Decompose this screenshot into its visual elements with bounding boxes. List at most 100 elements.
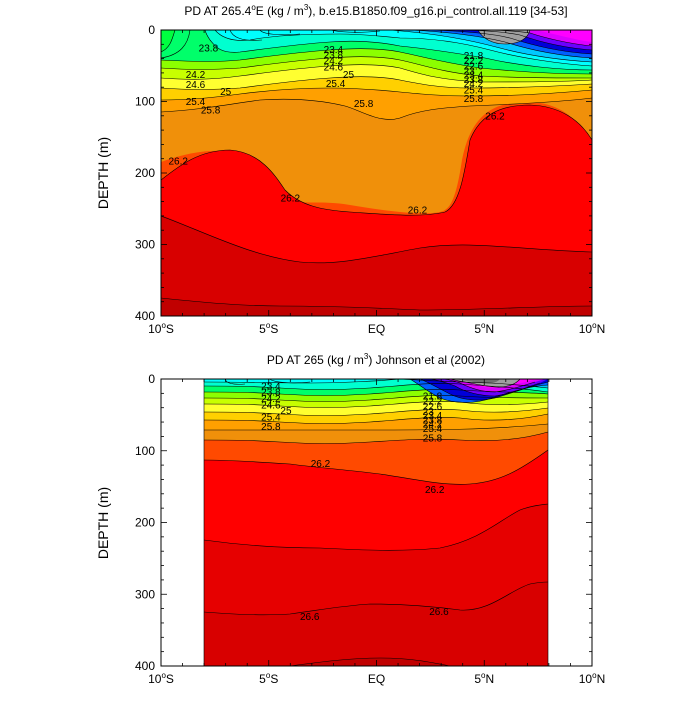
contour-label: 23	[464, 66, 476, 77]
top-band-left-green	[161, 30, 175, 52]
contour-label: 26.2	[425, 485, 445, 496]
contour-label: 23.4	[464, 71, 484, 82]
bottom-band-28-2	[290, 658, 450, 666]
contour-label: 26.2	[485, 111, 505, 122]
x-tick-label: 5oS	[259, 671, 278, 686]
contour-label: 23.4	[261, 382, 281, 393]
top-panel-title: PD AT 265.4oE (kg / m3), b.e15.B1850.f09…	[184, 3, 567, 18]
top-line-left-4	[259, 30, 301, 36]
top-panel: PD AT 265.4oE (kg / m3), b.e15.B1850.f09…	[95, 3, 605, 336]
contour-label: 26.6	[300, 612, 320, 623]
bottom-axis-ticks	[160, 378, 593, 667]
bottom-line-24-6	[203, 401, 549, 408]
contour-label: 26.2	[169, 156, 189, 167]
y-tick-label: 200	[135, 516, 155, 530]
bottom-line-left-2	[269, 379, 311, 384]
bottom-panel-title: PD AT 265 (kg / m3) Johnson et al (2002)	[267, 352, 485, 367]
contour-label: 23.8	[324, 51, 344, 62]
contour-label: 23	[423, 407, 435, 418]
bottom-line-21-0	[439, 379, 536, 393]
y-tick-label: 400	[135, 659, 155, 673]
contour-label: 23.8	[464, 75, 484, 86]
x-tick-label: 5oN	[474, 321, 494, 336]
x-tick-label: 5oS	[259, 321, 278, 336]
contour-label: 24.2	[423, 420, 443, 431]
contour-label: 26.2	[311, 459, 331, 470]
y-tick-label: 100	[135, 95, 155, 109]
top-line-21-8	[429, 30, 592, 55]
top-line-23-0	[214, 30, 592, 67]
top-line-left-2	[161, 30, 191, 59]
bottom-line-25-0	[203, 407, 549, 416]
y-tick-label: 0	[148, 372, 155, 386]
top-line-22-2	[409, 30, 592, 59]
x-tick-label: 10oS	[148, 321, 174, 336]
top-line-left-1	[161, 30, 176, 53]
x-tick-label: 10oN	[579, 671, 605, 686]
contour-label: 23.8	[261, 387, 281, 398]
bottom-y-axis-title: DEPTH (m)	[95, 487, 111, 559]
top-line-27-0	[161, 297, 592, 311]
top-line-26-6	[161, 215, 592, 264]
contour-label: 26.6	[429, 607, 449, 618]
top-line-25-8	[161, 97, 592, 120]
top-line-22-6	[389, 30, 592, 63]
top-band-grey	[478, 30, 530, 44]
contour-label: 25.4	[186, 97, 206, 108]
bottom-contour-labels: 23.423.824.224.62525.425.821.822.222.623…	[261, 382, 449, 623]
top-band-27-4	[161, 215, 592, 316]
bottom-line-23-0	[203, 379, 401, 384]
contour-label: 25.4	[464, 86, 484, 97]
bottom-contour-lines	[203, 379, 549, 666]
top-y-axis-title: DEPTH (m)	[95, 137, 111, 209]
bottom-line-grey	[449, 379, 521, 388]
contour-label: 24.6	[186, 80, 206, 91]
y-tick-label: 0	[148, 23, 155, 37]
bottom-line-26-2	[203, 431, 549, 444]
bottom-line-27-0	[203, 503, 549, 551]
top-y-axis-labels: 0 100 200 300 400	[135, 23, 155, 323]
top-axis-ticks	[160, 29, 593, 317]
top-line-left-3	[229, 30, 263, 41]
top-line-24-6	[161, 64, 592, 83]
contour-label: 25.4	[326, 79, 346, 90]
contour-label: 26.2	[408, 206, 428, 217]
top-line-23-4	[204, 30, 592, 71]
contour-label: 23.8	[423, 415, 443, 426]
contour-label: 23.4	[423, 411, 443, 422]
contour-label: 25.8	[261, 422, 281, 433]
contour-label: 23.4	[324, 45, 344, 56]
contour-label: 22.2	[464, 56, 484, 67]
y-tick-label: 100	[135, 444, 155, 458]
top-band-20-6	[490, 30, 592, 42]
top-line-25-0	[161, 76, 592, 90]
contour-label: 22.2	[423, 397, 443, 408]
bottom-band-27-8	[204, 582, 548, 666]
contour-label: 25	[343, 70, 355, 81]
contour-label: 24.2	[464, 79, 484, 90]
top-line-25-4	[161, 87, 592, 101]
top-contour-fills	[161, 30, 592, 316]
contour-label: 26.2	[281, 194, 301, 205]
contour-label: 24.2	[261, 394, 281, 405]
bottom-x-axis-labels: 10oS 5oS EQ 5oN 10oN	[148, 671, 605, 686]
contour-label: 24.6	[324, 63, 344, 74]
contour-label: 25.4	[423, 424, 443, 435]
bottom-line-26-6	[203, 449, 549, 485]
bottom-line-25-4	[203, 413, 549, 424]
contour-label: 25.8	[354, 99, 374, 110]
contour-label: 21.8	[423, 392, 443, 403]
y-tick-label: 400	[135, 309, 155, 323]
y-tick-label: 300	[135, 238, 155, 252]
bottom-band-grey-dark	[455, 379, 500, 384]
y-tick-label: 300	[135, 587, 155, 601]
contour-label: 24.6	[261, 400, 281, 411]
top-contour-lines	[161, 30, 592, 311]
top-line-26-2	[161, 104, 592, 216]
bottom-line-27-4	[203, 581, 549, 616]
contour-label: 22.6	[423, 402, 443, 413]
bottom-line-21-8	[419, 379, 549, 401]
contour-label: 23.8	[199, 43, 219, 54]
